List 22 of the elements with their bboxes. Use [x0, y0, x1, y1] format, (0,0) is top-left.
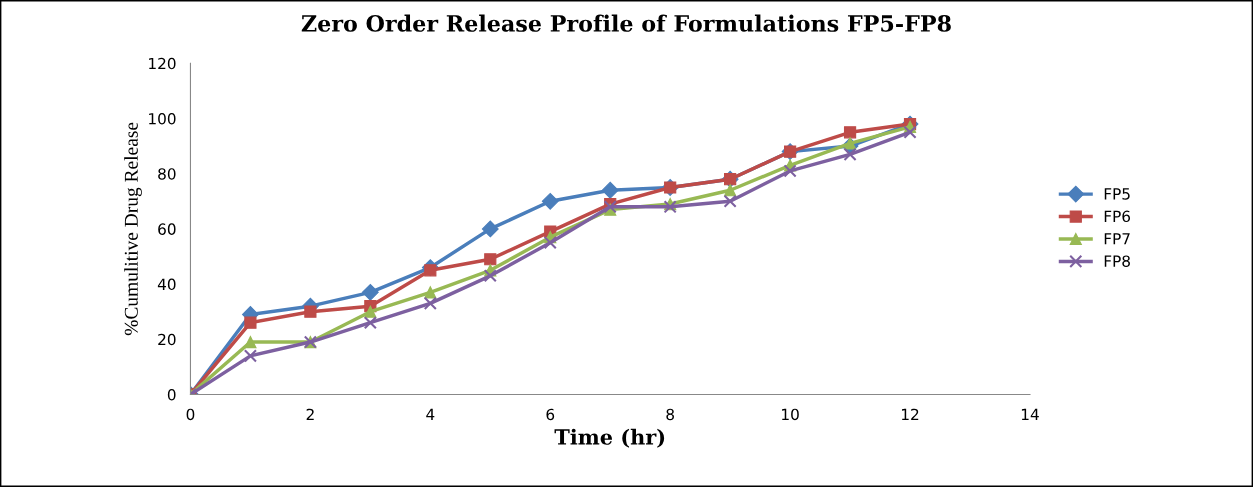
- y-tick-label: 100: [149, 112, 176, 125]
- y-tick-label: 20: [158, 333, 176, 346]
- x-tick-label: 8: [666, 408, 674, 421]
- legend-label: FP8: [1104, 255, 1130, 267]
- x-tick-label: 0: [186, 408, 195, 421]
- y-axis-title: %Cumulitive Drug Release: [124, 122, 142, 336]
- x-tick-label: 4: [426, 408, 435, 420]
- legend-label: FP7: [1104, 233, 1130, 245]
- y-tick-label: 80: [158, 168, 176, 180]
- x-tick-label: 14: [1021, 408, 1039, 420]
- y-tick-label: 40: [157, 278, 176, 291]
- legend-label: FP5: [1104, 188, 1130, 200]
- x-tick-label: 6: [546, 408, 555, 421]
- x-tick-label: 12: [901, 408, 919, 420]
- x-tick-label: 10: [782, 408, 799, 421]
- y-tick-label: 120: [149, 57, 176, 70]
- x-tick-label: 2: [306, 408, 314, 420]
- y-tick-label: 60: [158, 223, 176, 235]
- y-tick-label: 0: [167, 388, 176, 401]
- legend-label: FP6: [1104, 210, 1131, 223]
- chart-title: Zero Order Release Profile of Formulations FP5-FP8: [301, 14, 951, 32]
- x-axis-title: Time (hr): [554, 428, 665, 448]
